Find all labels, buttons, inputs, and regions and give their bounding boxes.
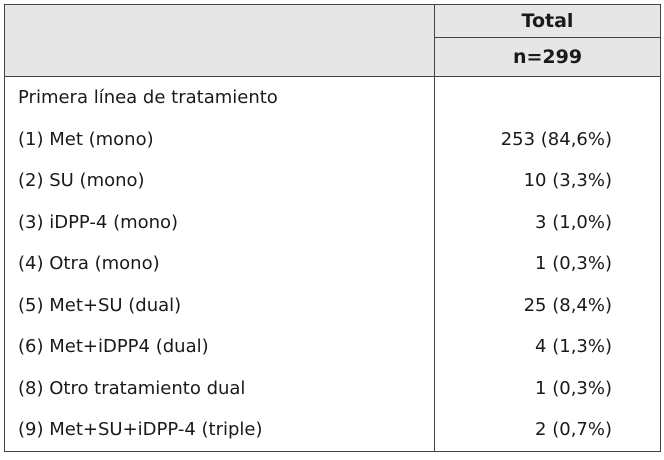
- section-row: Primera línea de tratamiento: [4, 76, 661, 119]
- row-value: 2 (0,7%): [434, 409, 661, 452]
- row-value: 25 (8,4%): [434, 284, 661, 326]
- section-title: Primera línea de tratamiento: [4, 76, 435, 119]
- section-value-empty: [434, 76, 661, 119]
- row-label: (6) Met+iDPP4 (dual): [4, 326, 435, 368]
- table-row: (9) Met+SU+iDPP-4 (triple) 2 (0,7%): [4, 409, 661, 452]
- table-row: (6) Met+iDPP4 (dual) 4 (1,3%): [4, 326, 661, 368]
- column-title: Total: [434, 4, 661, 38]
- row-value: 1 (0,3%): [434, 243, 661, 285]
- table-row: (8) Otro tratamiento dual 1 (0,3%): [4, 367, 661, 409]
- row-value: 253 (84,6%): [434, 118, 661, 160]
- row-label: (9) Met+SU+iDPP-4 (triple): [4, 409, 435, 452]
- row-value: 10 (3,3%): [434, 160, 661, 202]
- treatment-table: Total n=299 Primera línea de tratamiento…: [4, 4, 661, 452]
- row-value: 1 (0,3%): [434, 367, 661, 409]
- table-row: (4) Otra (mono) 1 (0,3%): [4, 243, 661, 285]
- header-corner-cell: [4, 4, 435, 77]
- sample-size: n=299: [434, 37, 661, 77]
- row-label: (3) iDPP-4 (mono): [4, 201, 435, 243]
- table-row: (2) SU (mono) 10 (3,3%): [4, 160, 661, 202]
- table-header: Total n=299: [4, 4, 661, 77]
- row-value: 3 (1,0%): [434, 201, 661, 243]
- header-row-n: n=299: [5, 37, 661, 77]
- table-row: (1) Met (mono) 253 (84,6%): [4, 118, 661, 160]
- header-row-title: Total: [4, 4, 661, 77]
- table-body: Primera línea de tratamiento (1) Met (mo…: [4, 76, 661, 452]
- row-label: (5) Met+SU (dual): [4, 284, 435, 326]
- row-label: (4) Otra (mono): [4, 243, 435, 285]
- treatment-table-container: Total n=299 Primera línea de tratamiento…: [4, 4, 661, 452]
- row-label: (1) Met (mono): [4, 118, 435, 160]
- table-row: (3) iDPP-4 (mono) 3 (1,0%): [4, 201, 661, 243]
- row-label: (2) SU (mono): [4, 160, 435, 202]
- row-label: (8) Otro tratamiento dual: [4, 367, 435, 409]
- table-row: (5) Met+SU (dual) 25 (8,4%): [4, 284, 661, 326]
- row-value: 4 (1,3%): [434, 326, 661, 368]
